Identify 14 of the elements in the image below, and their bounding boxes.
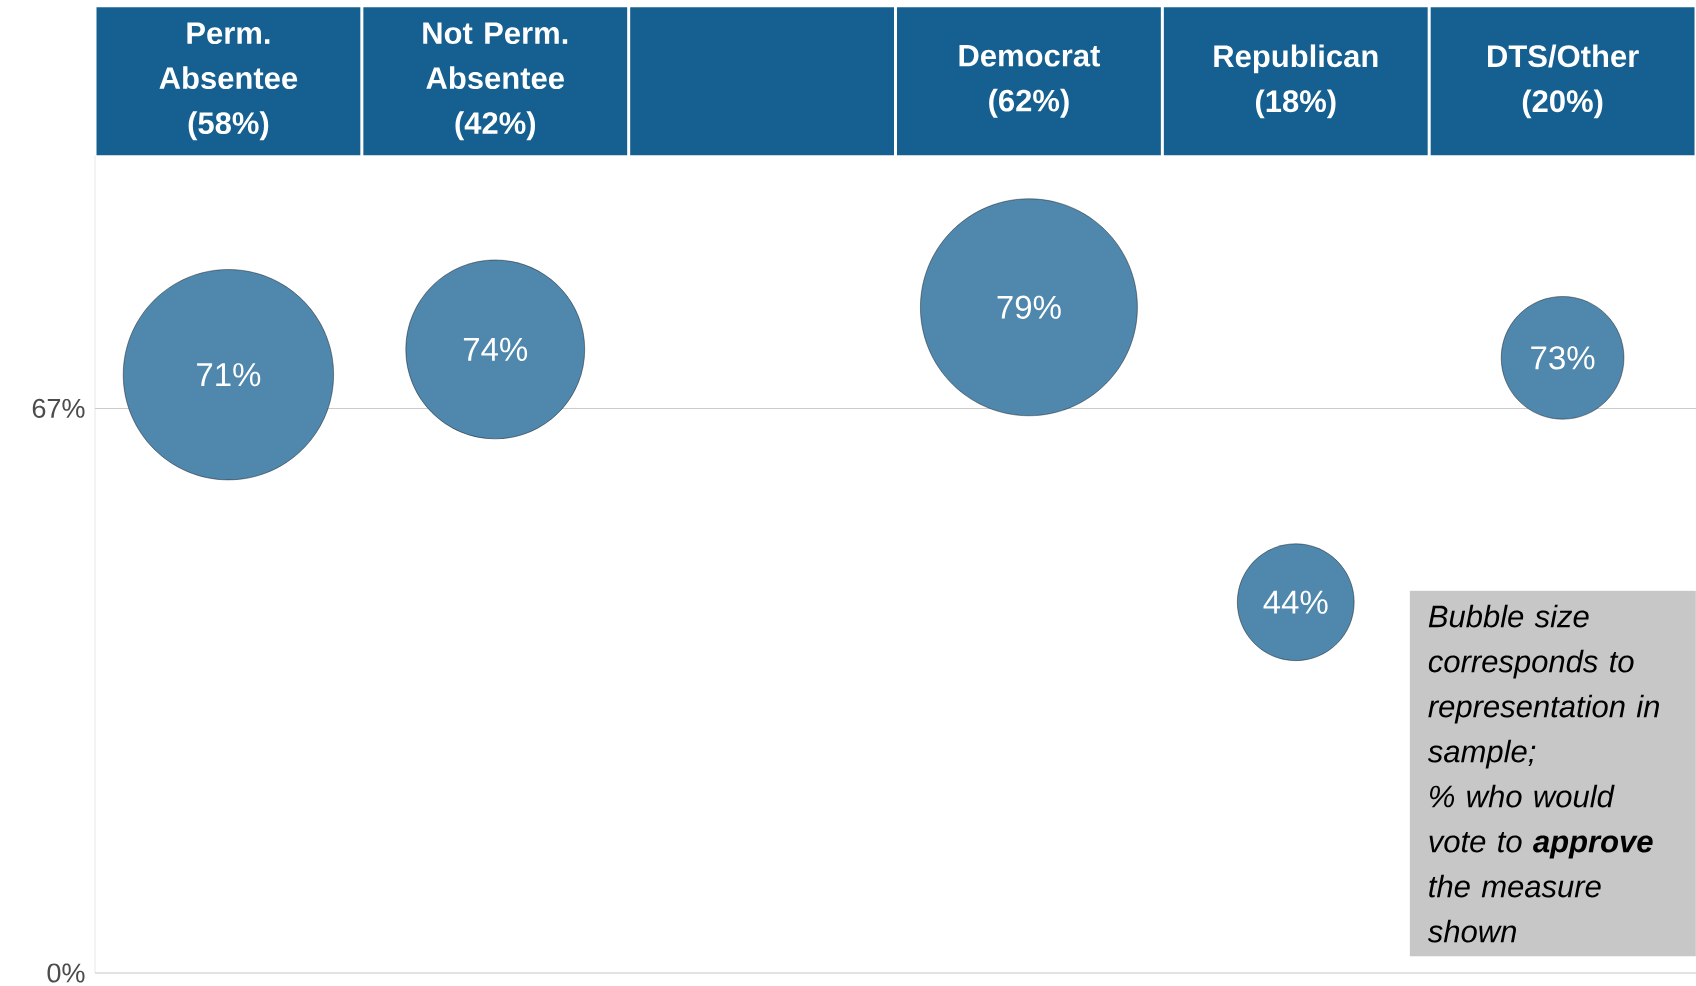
x-tick-label: Republican (18%) (1214, 44, 1378, 119)
x-tick-label: Not Perm. Absentee (42%) (423, 22, 568, 141)
data-label: 79% (997, 295, 1061, 319)
annotation: Bubble size corresponds to representation in sample; (1427, 604, 1660, 769)
x-tick-label: DTS/Other (20%) (1488, 44, 1639, 119)
y-tick-label: 0% (47, 963, 85, 983)
data-label: 44% (1263, 590, 1328, 614)
x-tick-label: Perm. Absentee (58%) (159, 22, 298, 141)
x-tick-label: Democrat (62%) (959, 44, 1101, 118)
data-label: 73% (1531, 346, 1595, 370)
annotation: % who would vote to approve the measure shown (1427, 784, 1653, 943)
y-tick-label: 67% (32, 398, 85, 418)
data-label: 74% (463, 337, 528, 361)
data-label: 71% (197, 363, 261, 387)
